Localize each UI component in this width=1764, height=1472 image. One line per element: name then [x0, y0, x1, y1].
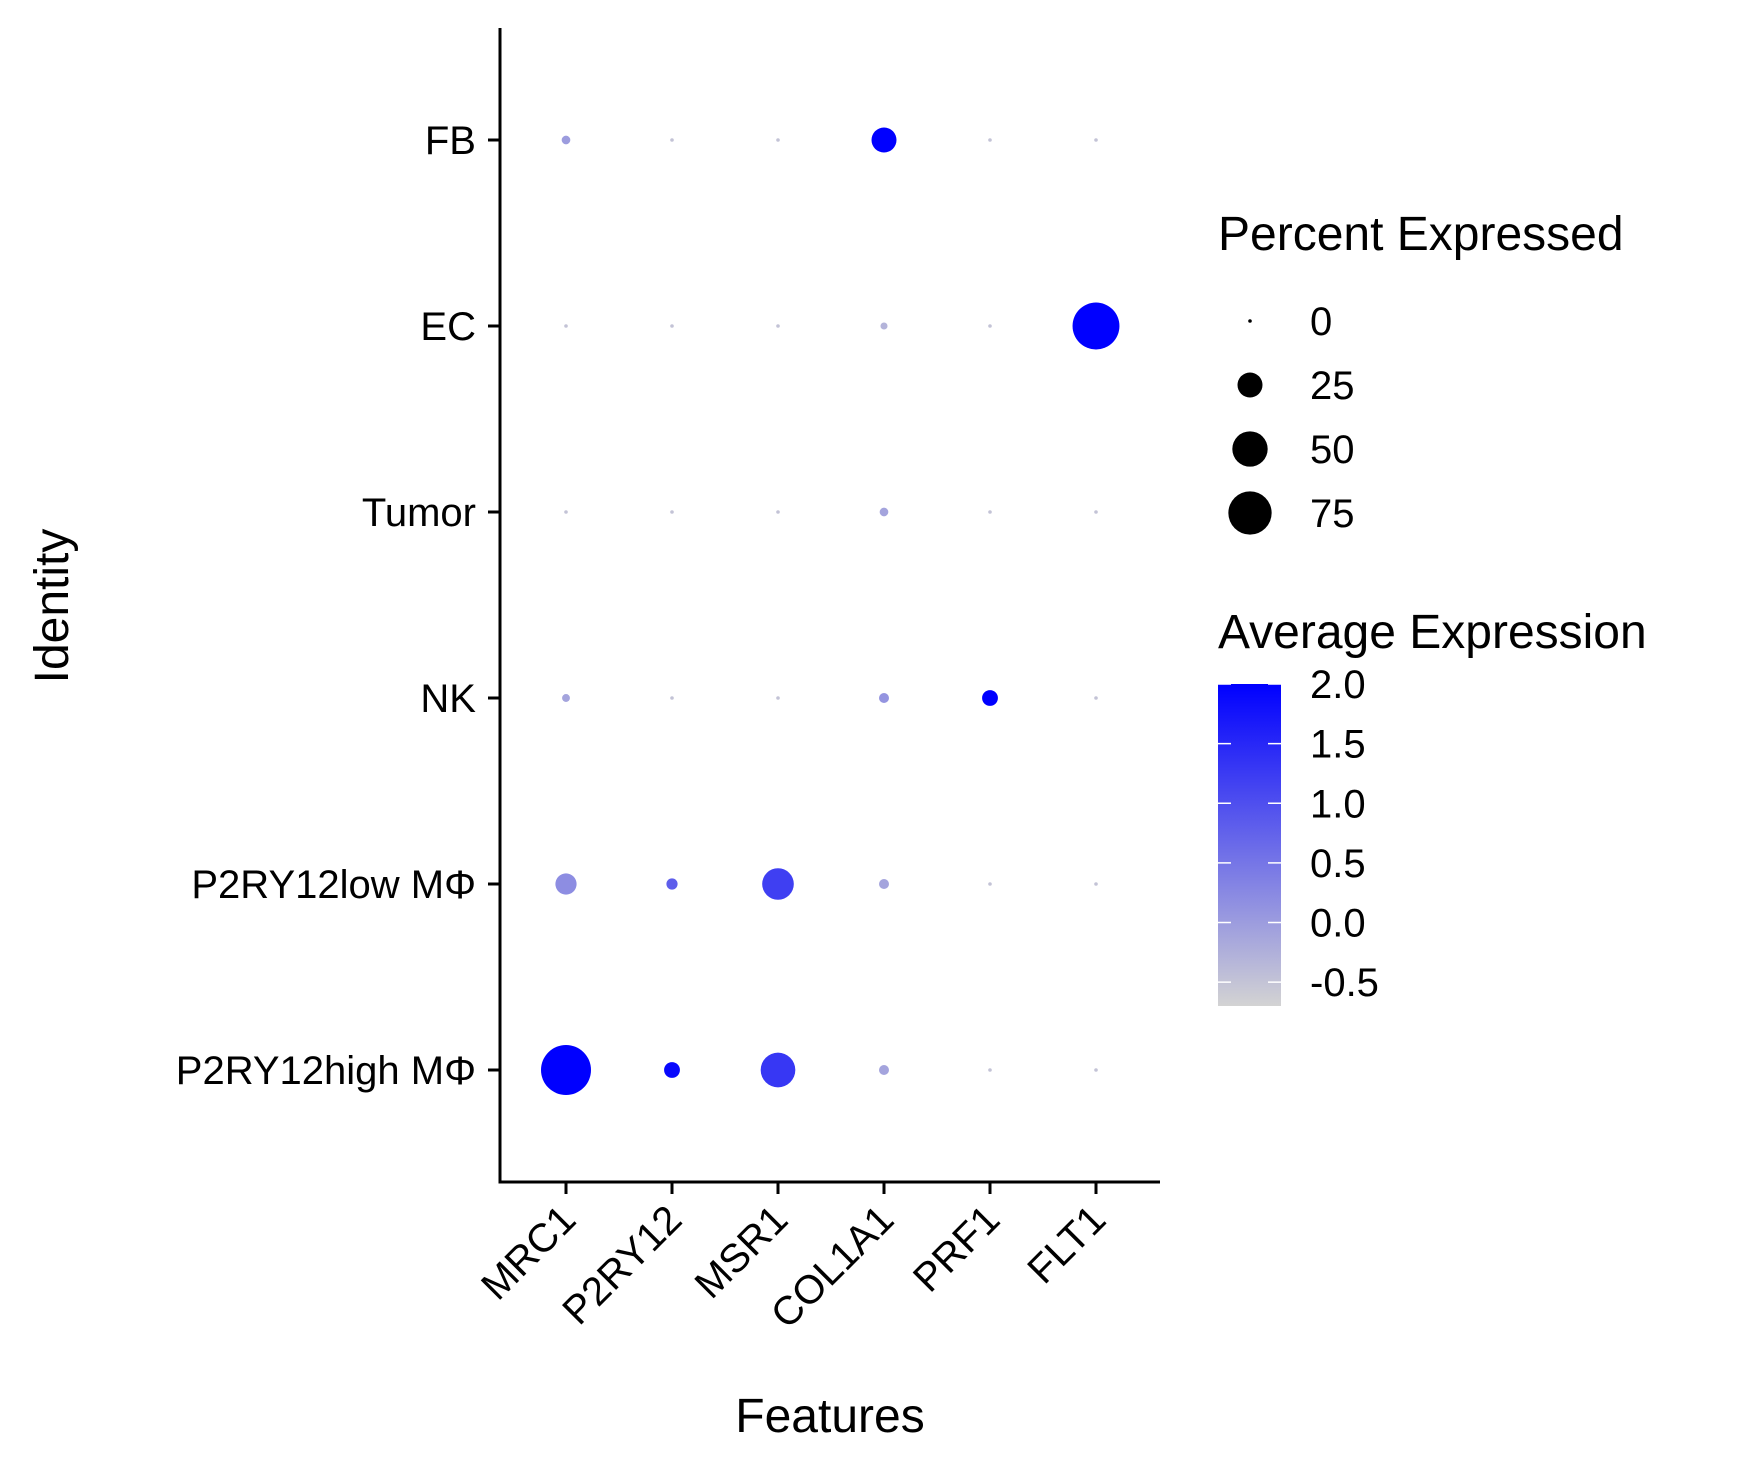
- dot-p2ry12low-m-flt1: [1094, 882, 1098, 886]
- size-legend-dot-0: [1248, 319, 1252, 323]
- dot-tumor-mrc1: [564, 510, 568, 514]
- color-legend-title: Average Expression: [1218, 606, 1647, 659]
- color-legend-label-2-0: 2.0: [1310, 663, 1366, 707]
- dot-fb-col1a1: [871, 127, 897, 153]
- dot-p2ry12high-m-col1a1: [879, 1065, 889, 1075]
- dot-p2ry12high-m-msr1: [760, 1052, 796, 1088]
- dot-fb-prf1: [988, 138, 992, 142]
- dot-ec-p2ry12: [670, 324, 674, 328]
- size-legend-title: Percent Expressed: [1218, 208, 1624, 261]
- dot-nk-col1a1: [879, 693, 889, 703]
- y-tick-label-p2ry12high-m: P2RY12high MΦ: [176, 1049, 476, 1093]
- dot-fb-p2ry12: [670, 138, 674, 142]
- dot-p2ry12high-m-flt1: [1094, 1068, 1098, 1072]
- dot-p2ry12low-m-mrc1: [555, 873, 577, 895]
- color-legend-label-1-0: 1.0: [1310, 782, 1366, 826]
- x-axis-title: Features: [735, 1390, 924, 1443]
- dot-nk-prf1: [982, 690, 998, 706]
- dot-ec-flt1: [1072, 302, 1120, 350]
- dot-p2ry12low-m-prf1: [988, 882, 992, 886]
- dot-ec-prf1: [988, 324, 992, 328]
- size-legend-label-25: 25: [1310, 364, 1355, 408]
- color-legend-label-0-5: 0.5: [1310, 842, 1366, 886]
- size-legend-dot-50: [1232, 431, 1268, 467]
- dot-nk-p2ry12: [670, 696, 674, 700]
- dot-p2ry12low-m-p2ry12: [666, 878, 678, 890]
- color-legend-bar: [1218, 684, 1281, 1006]
- dot-p2ry12low-m-msr1: [762, 868, 794, 900]
- y-axis-title: Identity: [26, 529, 79, 684]
- color-legend-label-1-5: 1.5: [1310, 723, 1366, 767]
- dot-p2ry12high-m-prf1: [988, 1068, 992, 1072]
- dot-tumor-prf1: [988, 510, 992, 514]
- size-legend-label-0: 0: [1310, 300, 1332, 344]
- size-legend-dot-75: [1228, 491, 1272, 535]
- dot-ec-mrc1: [564, 324, 568, 328]
- dot-fb-flt1: [1094, 138, 1098, 142]
- dot-p2ry12high-m-mrc1: [541, 1045, 591, 1095]
- dot-tumor-flt1: [1094, 510, 1098, 514]
- color-legend-label-0-0: 0.0: [1310, 902, 1366, 946]
- dot-ec-msr1: [776, 324, 780, 328]
- dot-ec-col1a1: [880, 322, 888, 330]
- dot-p2ry12low-m-col1a1: [879, 879, 889, 889]
- y-tick-label-ec: EC: [420, 305, 476, 349]
- y-tick-label-p2ry12low-m: P2RY12low MΦ: [191, 863, 476, 907]
- dot-tumor-col1a1: [879, 507, 889, 517]
- dot-nk-msr1: [776, 696, 780, 700]
- dot-tumor-p2ry12: [670, 510, 674, 514]
- dot-fb-msr1: [776, 138, 780, 142]
- size-legend-label-75: 75: [1310, 492, 1355, 536]
- dot-fb-mrc1: [561, 135, 571, 145]
- y-tick-label-tumor: Tumor: [362, 491, 476, 535]
- dot-tumor-msr1: [776, 510, 780, 514]
- dot-p2ry12high-m-p2ry12: [664, 1062, 680, 1078]
- size-legend-dot-25: [1237, 372, 1263, 398]
- size-legend-label-50: 50: [1310, 428, 1355, 472]
- y-tick-label-fb: FB: [425, 119, 476, 163]
- color-legend-label-0-5: -0.5: [1310, 961, 1379, 1005]
- x-tick-label-prf1: PRF1: [905, 1197, 1008, 1300]
- dot-nk-mrc1: [562, 694, 570, 702]
- legends: Percent Expressed 0 25 50 75 Average Expressi…: [1218, 208, 1647, 1006]
- x-tick-label-flt1: FLT1: [1019, 1197, 1114, 1292]
- y-tick-label-nk: NK: [420, 677, 476, 721]
- dot-nk-flt1: [1094, 696, 1098, 700]
- x-tick-label-p2ry12: P2RY12: [554, 1197, 690, 1333]
